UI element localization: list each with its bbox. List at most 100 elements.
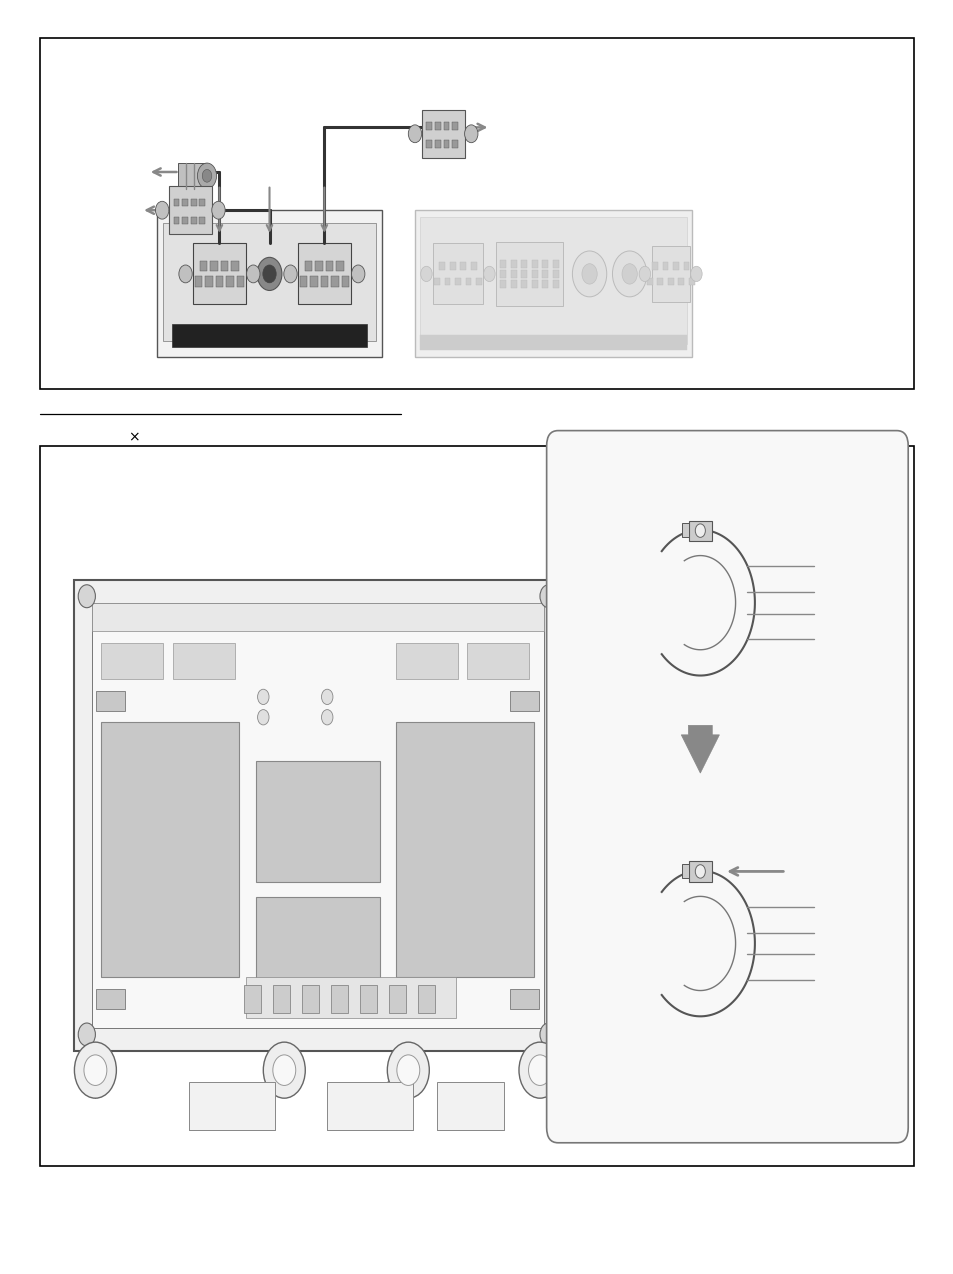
Bar bbox=[657, 278, 662, 285]
Bar bbox=[157, 210, 381, 357]
Bar bbox=[182, 199, 188, 206]
Circle shape bbox=[639, 266, 650, 282]
Bar bbox=[191, 217, 196, 224]
Bar bbox=[255, 897, 379, 1009]
Bar bbox=[172, 643, 234, 679]
Bar bbox=[299, 276, 307, 287]
Bar bbox=[476, 278, 481, 285]
Bar bbox=[215, 276, 223, 287]
Bar bbox=[232, 261, 238, 271]
Bar bbox=[688, 521, 711, 540]
Bar bbox=[172, 324, 367, 347]
Bar bbox=[531, 280, 537, 288]
Bar bbox=[314, 261, 322, 271]
Bar bbox=[244, 985, 261, 1013]
Circle shape bbox=[78, 585, 95, 608]
Bar bbox=[499, 270, 505, 278]
Bar bbox=[652, 262, 658, 270]
Circle shape bbox=[256, 257, 281, 290]
Bar bbox=[101, 643, 163, 679]
Bar bbox=[255, 761, 379, 882]
Circle shape bbox=[408, 125, 421, 143]
Circle shape bbox=[351, 265, 364, 283]
Bar bbox=[443, 122, 449, 130]
Bar bbox=[101, 722, 239, 977]
Circle shape bbox=[528, 1055, 551, 1085]
Bar bbox=[163, 223, 375, 341]
Bar bbox=[359, 985, 376, 1013]
Bar bbox=[395, 643, 457, 679]
Circle shape bbox=[572, 251, 606, 297]
Bar bbox=[310, 276, 317, 287]
Bar bbox=[331, 985, 348, 1013]
Bar bbox=[465, 278, 471, 285]
Circle shape bbox=[321, 689, 333, 705]
Bar bbox=[436, 1082, 503, 1130]
Bar bbox=[520, 260, 526, 268]
Circle shape bbox=[262, 265, 275, 283]
Bar bbox=[678, 278, 683, 285]
Bar bbox=[443, 140, 449, 148]
Circle shape bbox=[257, 689, 269, 705]
Circle shape bbox=[695, 865, 704, 878]
Bar bbox=[688, 861, 711, 882]
Bar bbox=[236, 276, 244, 287]
Bar bbox=[40, 38, 913, 389]
Circle shape bbox=[464, 125, 477, 143]
Circle shape bbox=[581, 264, 597, 284]
Bar bbox=[531, 270, 537, 278]
Bar bbox=[553, 270, 558, 278]
Bar bbox=[302, 985, 319, 1013]
Bar bbox=[426, 140, 432, 148]
Bar bbox=[452, 140, 457, 148]
Bar bbox=[499, 260, 505, 268]
Bar bbox=[510, 989, 538, 1009]
Bar bbox=[419, 335, 686, 350]
Circle shape bbox=[78, 1023, 95, 1046]
Bar bbox=[199, 217, 205, 224]
Bar bbox=[74, 580, 560, 1051]
Circle shape bbox=[155, 201, 169, 219]
Bar bbox=[395, 722, 534, 977]
Bar bbox=[193, 243, 246, 304]
Circle shape bbox=[84, 1055, 107, 1085]
Bar bbox=[189, 1082, 274, 1130]
Bar bbox=[520, 280, 526, 288]
Circle shape bbox=[695, 524, 704, 538]
Bar bbox=[467, 643, 529, 679]
Circle shape bbox=[518, 1042, 560, 1098]
Bar bbox=[510, 691, 538, 711]
Circle shape bbox=[212, 201, 225, 219]
Bar bbox=[661, 262, 668, 270]
Bar bbox=[434, 278, 439, 285]
Bar bbox=[335, 261, 343, 271]
Bar bbox=[182, 217, 188, 224]
Bar bbox=[499, 280, 505, 288]
Bar bbox=[200, 261, 208, 271]
Circle shape bbox=[179, 265, 193, 283]
Bar bbox=[683, 262, 689, 270]
Bar bbox=[553, 280, 558, 288]
Bar bbox=[304, 261, 312, 271]
Bar bbox=[553, 260, 558, 268]
Bar bbox=[421, 110, 464, 158]
Bar bbox=[191, 199, 196, 206]
Circle shape bbox=[396, 1055, 419, 1085]
Circle shape bbox=[246, 265, 259, 283]
Bar bbox=[327, 1082, 413, 1130]
Bar bbox=[646, 278, 652, 285]
Bar bbox=[435, 140, 440, 148]
Bar bbox=[470, 262, 476, 270]
Circle shape bbox=[621, 264, 637, 284]
Bar bbox=[173, 217, 179, 224]
Bar bbox=[297, 243, 350, 304]
Bar bbox=[389, 985, 406, 1013]
Bar bbox=[246, 977, 456, 1018]
Circle shape bbox=[74, 1042, 116, 1098]
Bar bbox=[178, 163, 207, 189]
Bar bbox=[438, 262, 444, 270]
Circle shape bbox=[539, 1023, 557, 1046]
Bar bbox=[459, 262, 465, 270]
Circle shape bbox=[387, 1042, 429, 1098]
Bar bbox=[341, 276, 349, 287]
